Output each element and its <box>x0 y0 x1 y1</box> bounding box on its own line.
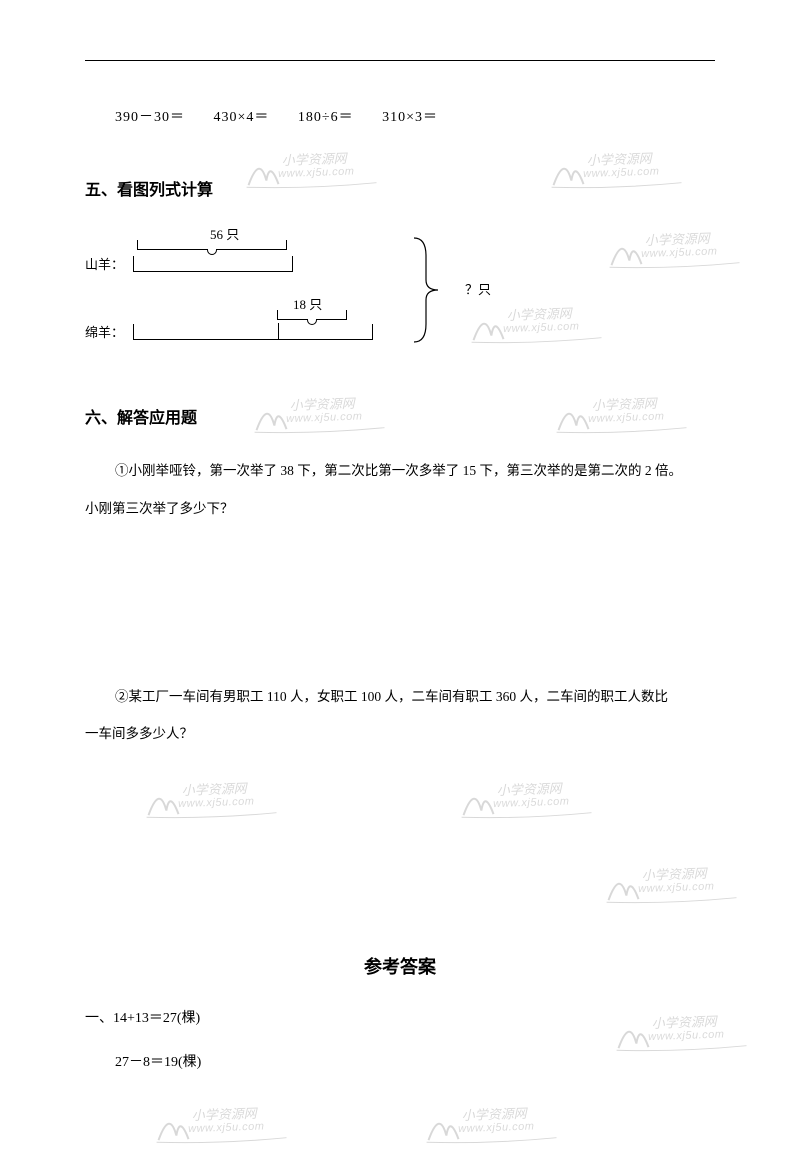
answers-title: 参考答案 <box>85 953 715 979</box>
q1-line1: ①小刚举哑铃，第一次举了 38 下，第二次比第一次多举了 15 下，第三次举的是… <box>115 452 715 490</box>
section-6-title: 六、解答应用题 <box>85 404 715 428</box>
calc-expressions: 390－30＝ 430×4＝ 180÷6＝ 310×3＝ <box>115 106 715 126</box>
document-page: 390－30＝ 430×4＝ 180÷6＝ 310×3＝ 五、看图列式计算 56… <box>0 0 800 1135</box>
bar-diagram: 56 只 山羊： 18 只 绵羊： ？只 <box>85 224 715 354</box>
q2-line2: 一车间多多少人？ <box>85 715 715 753</box>
answer-line-2: 27－8＝19(棵) <box>115 1051 715 1071</box>
goat-row: 山羊： <box>85 254 131 273</box>
curly-56 <box>137 240 287 250</box>
sheep-bar <box>133 324 373 340</box>
answer-line-1: 一、14+13＝27(棵) <box>85 1007 715 1027</box>
q2-line1: ②某工厂一车间有男职工 110 人，女职工 100 人，二车间有职工 360 人… <box>115 678 715 716</box>
section-5-title: 五、看图列式计算 <box>85 176 715 200</box>
q1-line2: 小刚第三次举了多少下？ <box>85 490 715 528</box>
label-question: ？只 <box>465 279 491 298</box>
sheep-label: 绵羊： <box>85 322 131 341</box>
calc-item: 180÷6＝ <box>298 110 354 125</box>
curly-18 <box>277 310 347 320</box>
calc-item: 430×4＝ <box>214 110 270 125</box>
goat-bar <box>133 256 293 272</box>
big-brace <box>410 236 440 344</box>
sheep-row: 绵羊： <box>85 322 131 341</box>
goat-label: 山羊： <box>85 254 131 273</box>
top-rule <box>85 60 715 61</box>
calc-item: 390－30＝ <box>115 110 185 125</box>
calc-item: 310×3＝ <box>382 110 438 125</box>
